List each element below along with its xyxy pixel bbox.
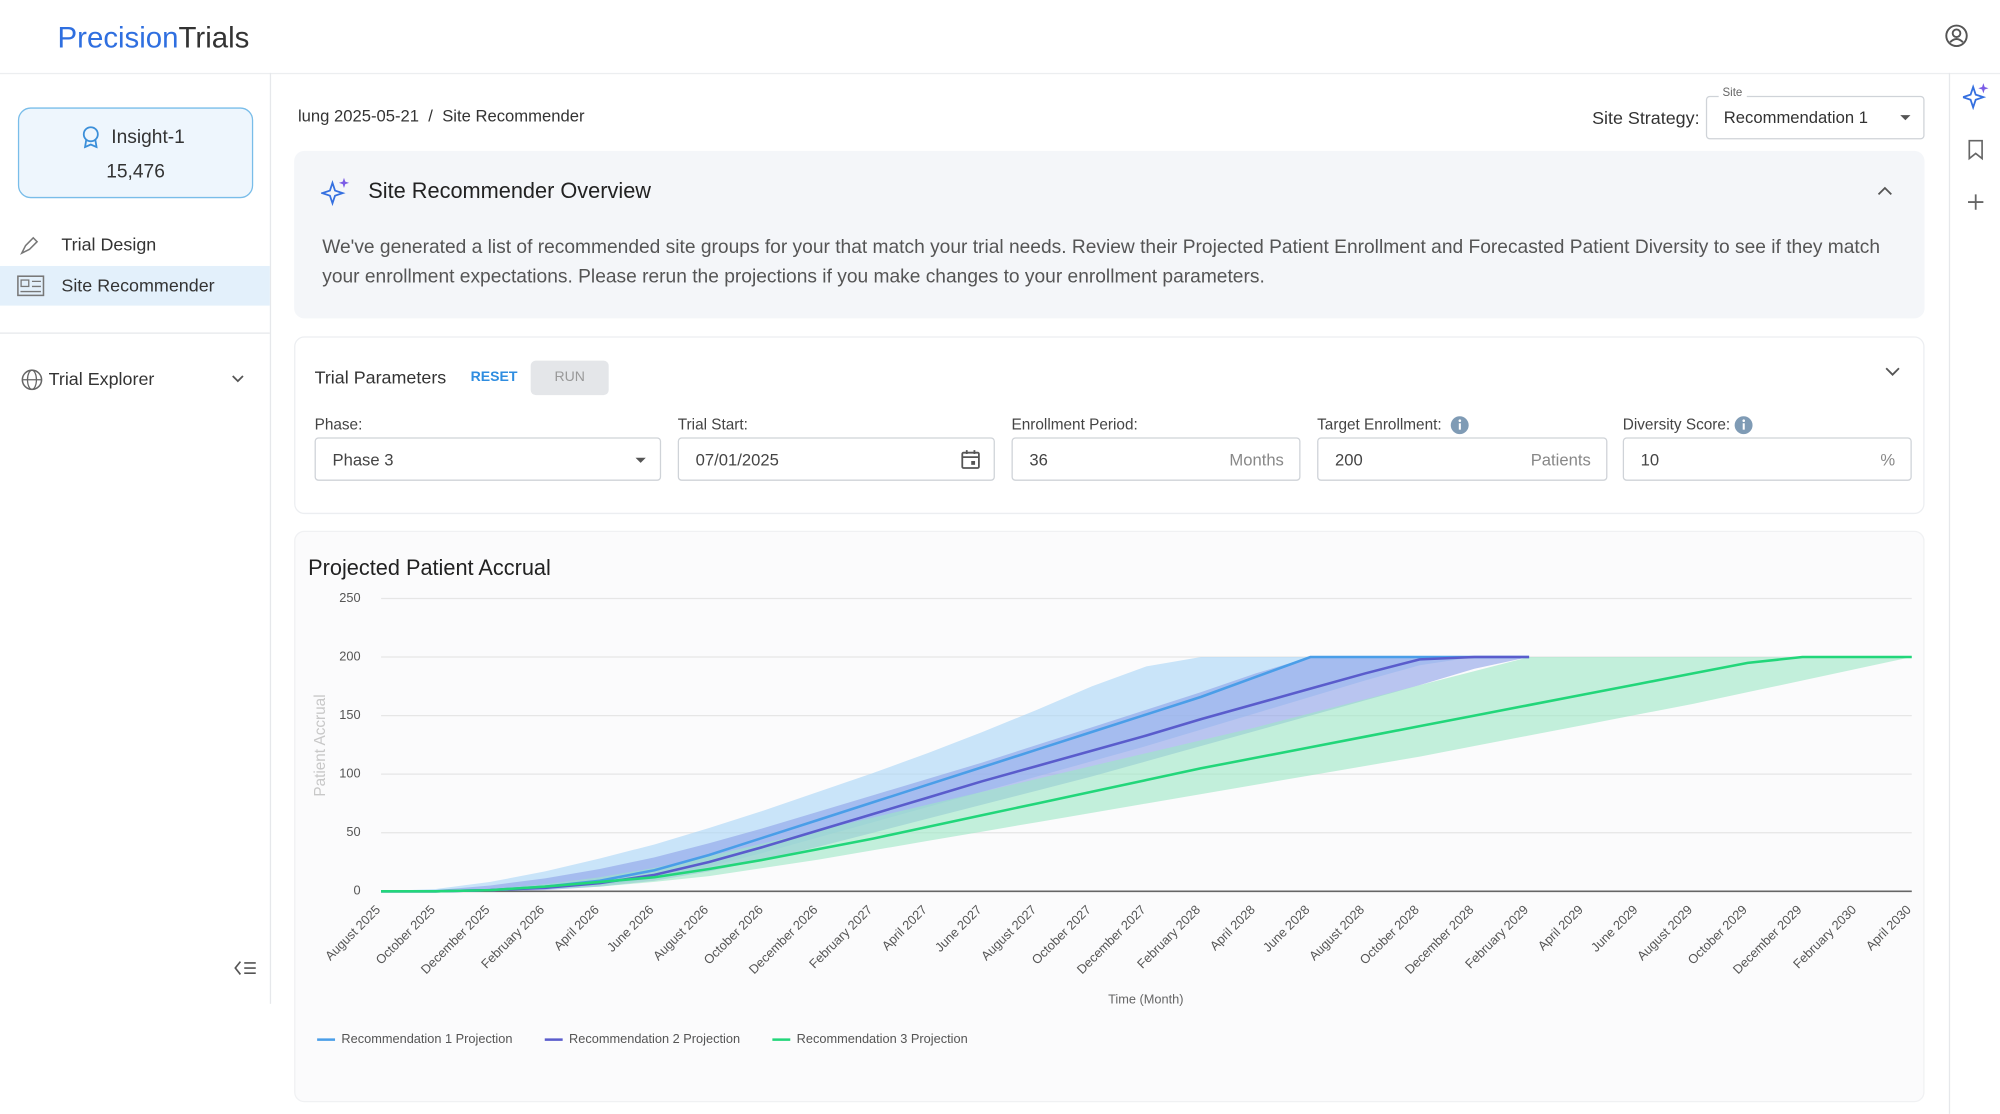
- phase-select[interactable]: Phase 3: [314, 437, 662, 481]
- logo-primary: Precision: [57, 20, 179, 54]
- sparkle-icon: [320, 177, 350, 207]
- x-tick-label: June 2026: [604, 902, 657, 955]
- site-field-label: Site: [1718, 85, 1747, 99]
- field-label: Enrollment Period:: [1011, 415, 1138, 434]
- legend-label: Recommendation 2 Projection: [569, 1031, 740, 1046]
- y-tick-label: 250: [339, 590, 360, 605]
- confidence-band: [381, 657, 1530, 892]
- divider: [0, 332, 270, 334]
- field-value: 36: [1029, 450, 1048, 470]
- info-icon[interactable]: [1450, 416, 1469, 435]
- series-line: [381, 655, 1912, 893]
- parameters-title: Trial Parameters: [314, 367, 447, 388]
- y-tick-label: 200: [339, 648, 360, 663]
- field-unit: Patients: [1530, 450, 1591, 470]
- chevron-down[interactable]: [1884, 366, 1902, 379]
- overview-card: [294, 150, 1925, 319]
- caret: [635, 457, 646, 463]
- y-tick-label: 100: [339, 766, 360, 781]
- x-tick-label: April 2029: [1535, 902, 1586, 953]
- header: [0, 0, 2000, 75]
- date-input[interactable]: 07/01/2025: [677, 437, 995, 481]
- x-tick-label: April 2028: [1207, 902, 1258, 953]
- x-tick-label: April 2027: [879, 902, 930, 953]
- add-icon[interactable]: [1965, 192, 1985, 212]
- chevron-up[interactable]: [1876, 184, 1894, 197]
- y-tick-label: 50: [346, 824, 360, 839]
- calendar-icon[interactable]: [960, 449, 980, 471]
- chart: Projected Patient Accrual Time (Month) P…: [308, 555, 1914, 1046]
- chevron-down[interactable]: [230, 372, 245, 385]
- diversity-input[interactable]: 10%: [1622, 437, 1912, 481]
- legend-label: Recommendation 1 Projection: [341, 1031, 512, 1046]
- field-label: Phase:: [314, 415, 363, 434]
- sparkle-icon[interactable]: [1962, 82, 1991, 110]
- chart-title: Projected Patient Accrual: [308, 555, 551, 580]
- reset-button[interactable]: RESET: [470, 369, 518, 385]
- legend-label: Recommendation 3 Projection: [797, 1031, 968, 1046]
- field-unit: %: [1880, 450, 1896, 470]
- site-select-value: Recommendation 1: [1723, 107, 1868, 127]
- insight-count: 15,476: [106, 161, 165, 183]
- recommender-icon: [17, 275, 45, 297]
- user-icon[interactable]: [1944, 23, 1970, 49]
- field-value: 200: [1335, 450, 1363, 470]
- overview-title: Site Recommender Overview: [368, 179, 651, 204]
- nav-item[interactable]: Trial Design: [61, 234, 157, 255]
- nav-item[interactable]: Trial Explorer: [48, 368, 155, 389]
- y-axis-title: Patient Accrual: [312, 694, 329, 796]
- overview-text: We've generated a list of recommended si…: [322, 236, 1881, 288]
- field-value: 07/01/2025: [695, 450, 779, 470]
- collapse-icon[interactable]: [233, 958, 259, 978]
- x-tick-label: June 2027: [932, 902, 985, 955]
- nav-active-bg: [0, 265, 270, 306]
- rail-border: [1948, 72, 1951, 1114]
- run-button[interactable]: RUN: [530, 360, 609, 396]
- breadcrumb-item[interactable]: lung 2025-05-21: [297, 106, 420, 126]
- insight-card[interactable]: Insight-1 15,476: [17, 107, 254, 199]
- sidebar-border: [269, 72, 272, 1004]
- period-input[interactable]: 36 Months: [1011, 437, 1301, 481]
- x-tick-label: June 2028: [1260, 902, 1313, 955]
- field-unit: Months: [1229, 450, 1284, 470]
- field-label: Diversity Score:: [1622, 415, 1731, 434]
- x-tick-label: April 2030: [1863, 902, 1914, 953]
- chart-body: Projected Patient Accrual Time (Month) P…: [308, 555, 1914, 1046]
- x-tick-label: April 2026: [551, 902, 602, 953]
- field-value: 10: [1640, 450, 1660, 470]
- x-tick-label: June 2029: [1588, 902, 1641, 955]
- design-icon: [20, 236, 39, 255]
- globe-icon: [21, 369, 43, 391]
- logo-secondary: Trials: [178, 20, 250, 54]
- site-select[interactable]: Recommendation 1: [1705, 95, 1925, 140]
- field-label: Target Enrollment:: [1317, 415, 1442, 434]
- info-icon[interactable]: [1734, 416, 1753, 435]
- site-strategy-label: Site Strategy:: [1592, 107, 1700, 128]
- confidence-band: [381, 657, 1912, 892]
- parameters-card: [294, 336, 1925, 515]
- insight-name: Insight-1: [111, 126, 185, 149]
- nav-item[interactable]: Site Recommender: [61, 274, 215, 296]
- caret: [1900, 115, 1911, 121]
- breadcrumb: lung 2025-05-21 / Site Recommender: [298, 106, 585, 125]
- bookmark-icon[interactable]: [1967, 138, 1985, 161]
- y-tick-label: 150: [339, 707, 360, 722]
- target-input[interactable]: 200 Patients: [1317, 437, 1608, 481]
- logo[interactable]: PrecisionTrials: [58, 20, 250, 55]
- chart-card: [294, 530, 1925, 1103]
- award-icon: [82, 126, 99, 149]
- breadcrumb-item: Site Recommender: [442, 106, 585, 126]
- y-tick-label: 0: [354, 883, 361, 898]
- field-label: Trial Start:: [677, 415, 748, 434]
- breadcrumb-sep: /: [428, 106, 433, 126]
- x-axis-title: Time (Month): [1108, 991, 1183, 1006]
- field-value: Phase 3: [332, 450, 394, 470]
